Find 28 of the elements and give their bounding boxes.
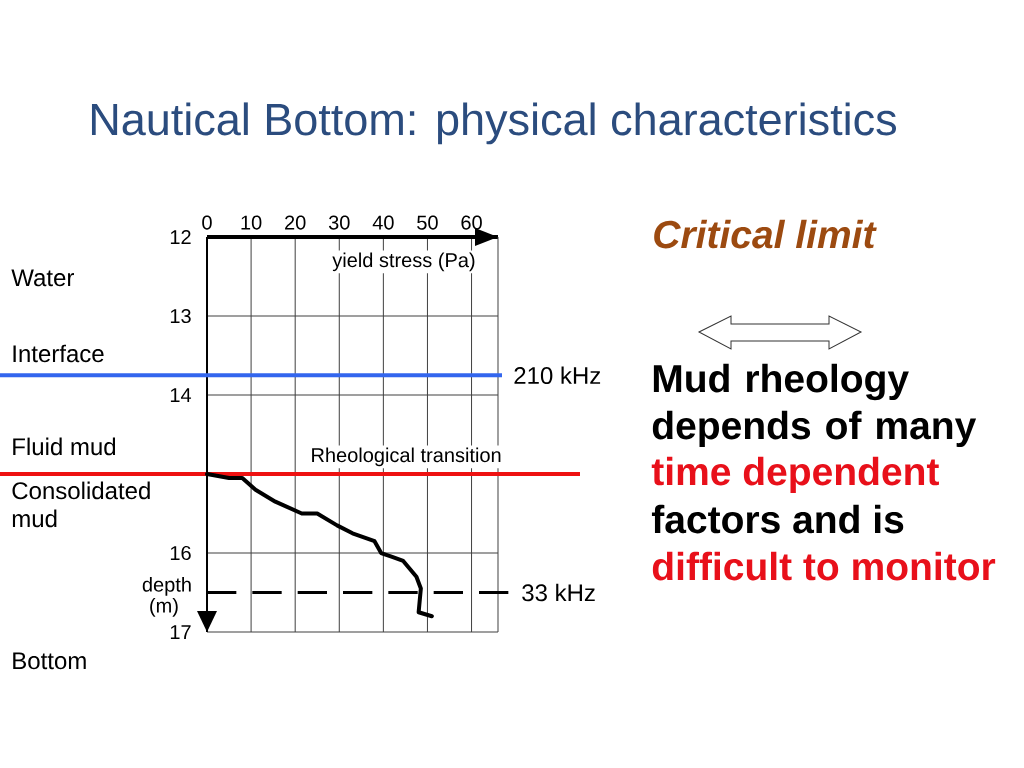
text: Critical limit [654,219,877,249]
x-tick-label: 0 [202,215,212,230]
text: Water [11,269,74,287]
y-tick-label: 13 [170,308,191,324]
chart-title: Nautical Bottom: physical characteristics [91,102,897,145]
y-tick-label: 17 [170,625,191,639]
ref-line-label: Rheological transition [312,447,501,467]
x-tick-label: 50 [417,215,438,230]
y-tick-label: 14 [170,388,192,402]
x-tick-label: 40 [372,215,394,230]
ref-line-label: 210 kHz [514,366,601,385]
text: Interface [13,344,104,363]
text: Consolidated mud [12,481,150,528]
text: Mud rheology depends of many [652,363,977,448]
x-tick-label: 10 [241,215,262,230]
x-axis-title: yield stress (Pa) [332,252,475,272]
x-tick-label: 60 [461,215,482,230]
y-tick-label: 12 [170,230,191,244]
x-tick-label: 20 [285,215,306,230]
y-axis-title: depth (m) [142,577,191,617]
x-tick-label: 30 [328,215,350,230]
text: Bottom [13,652,86,670]
text: difficult to monitor [652,551,996,581]
y-tick-label: 16 [170,545,191,561]
text: factors and is [651,504,904,534]
text: Fluid mud [13,437,116,456]
text: time dependent [651,456,939,494]
ref-line-label: 33 kHz [522,583,595,602]
